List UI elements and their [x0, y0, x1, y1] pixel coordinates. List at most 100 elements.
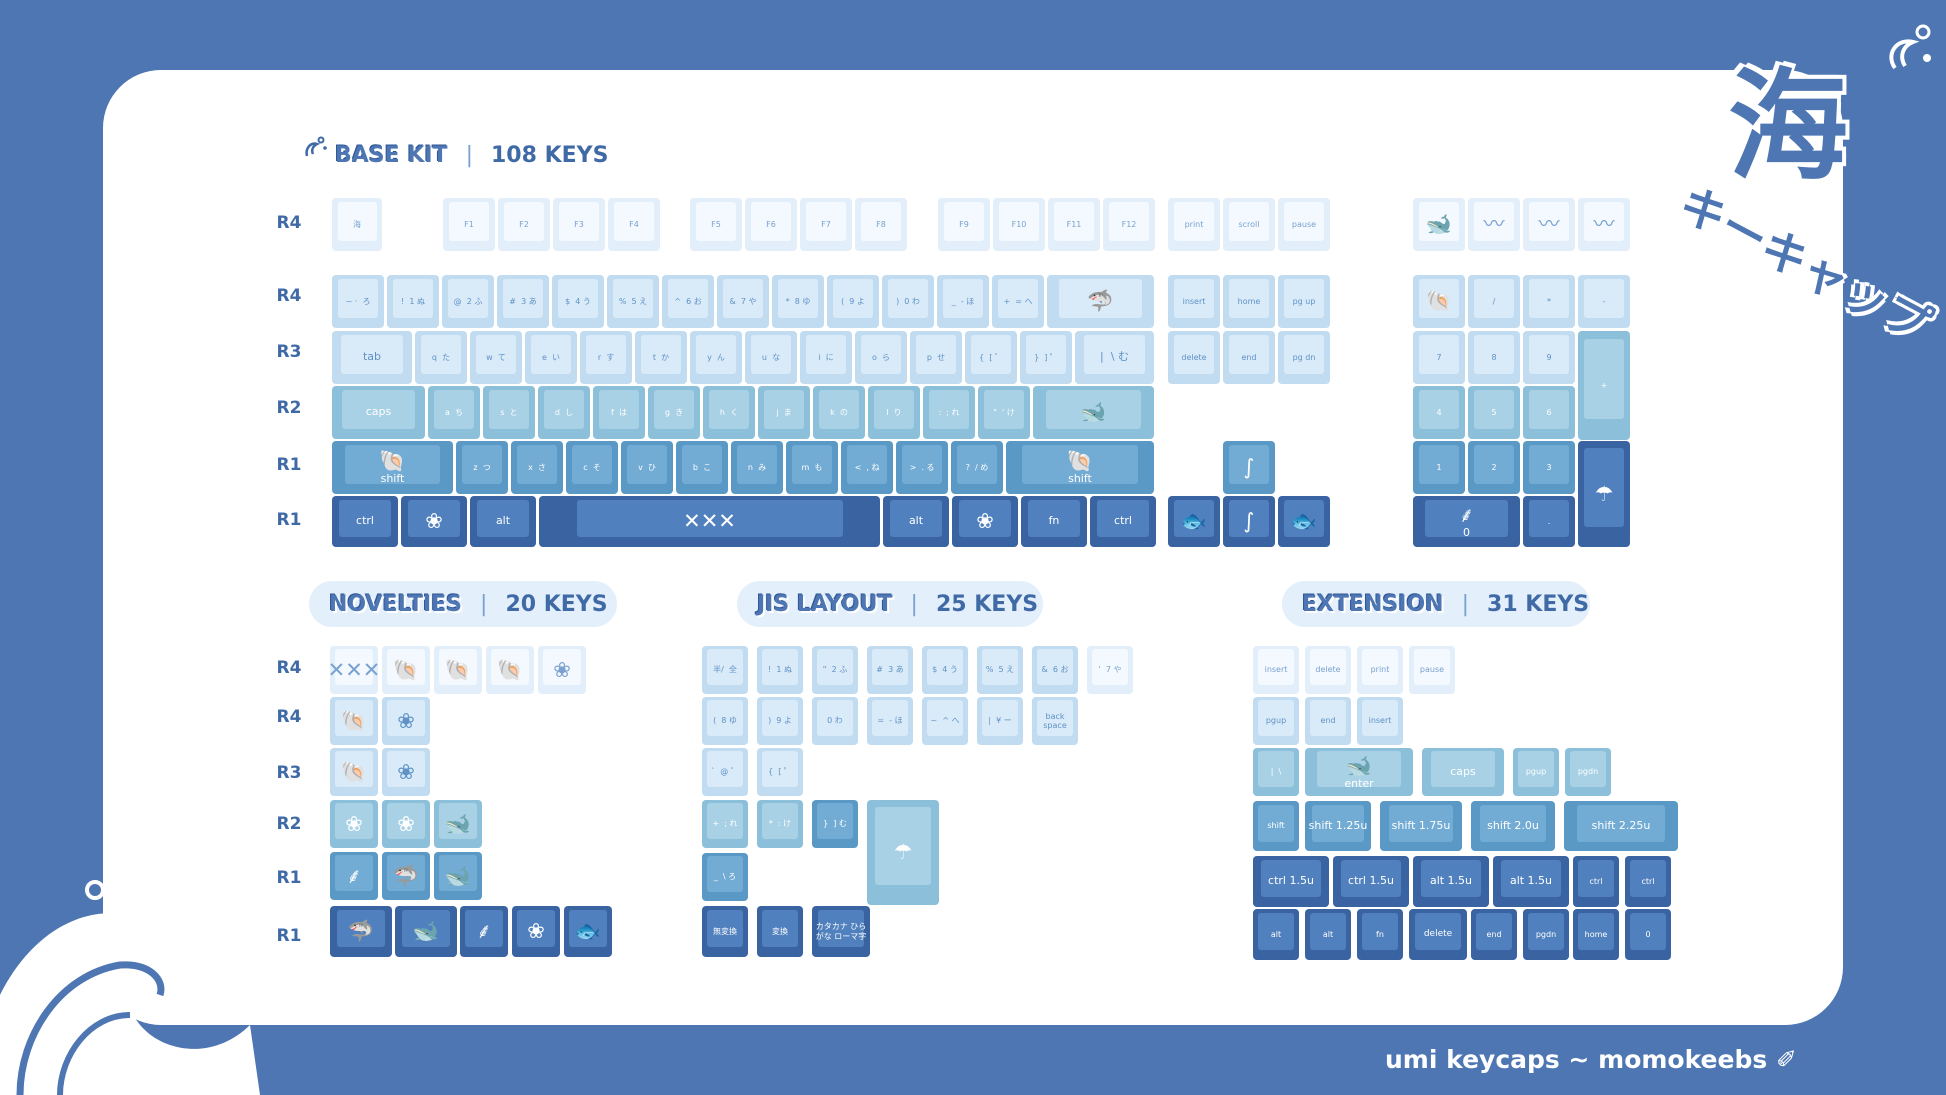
base-keycap: ^ 6 お	[662, 275, 714, 328]
base-keycap: F6	[745, 198, 797, 251]
keycap-top	[1473, 201, 1515, 241]
keycap-top	[1583, 338, 1625, 420]
base-keycap: 🦈	[1047, 275, 1154, 328]
base-keycap: t か	[635, 331, 687, 384]
keycap-top	[927, 700, 963, 736]
keycap-legend: end	[1320, 716, 1336, 726]
keycap-top	[1362, 649, 1398, 685]
keycap-top	[887, 278, 929, 318]
base-keycap: y ん	[690, 331, 742, 384]
keycap-legend: F7	[821, 219, 831, 229]
extension-keycap: shift 2.25u	[1564, 801, 1678, 851]
base-keycap: alt	[883, 496, 949, 547]
shell-icon: 🐚	[379, 449, 406, 474]
keycap-top	[707, 649, 743, 685]
keycap-top	[1431, 751, 1495, 787]
extension-keycap: 🐋 enter	[1305, 748, 1413, 796]
keycap-legend: } ] む	[823, 819, 847, 829]
keycap-legend: 0 わ	[827, 716, 843, 726]
base-keycap: } ] ゜	[1020, 331, 1072, 384]
shell-icon: 🐚	[496, 657, 524, 682]
keycap-top	[335, 700, 373, 736]
keycap-top	[1173, 278, 1215, 318]
keycap-top	[1283, 499, 1325, 538]
jis-keycap: } ] む	[812, 800, 858, 848]
keycap-legend: _ - ほ	[951, 296, 975, 306]
shell-icon: 🐚	[392, 657, 420, 682]
keycap-legend: $ 4 う	[565, 296, 591, 306]
base-keycap: 〰	[1468, 198, 1520, 251]
keycap-top	[1473, 334, 1515, 374]
base-keycap: pg dn	[1278, 331, 1330, 384]
keycap-legend: w て	[486, 352, 506, 362]
keycap-legend: + = へ	[1003, 296, 1033, 306]
keycap-top	[762, 909, 798, 948]
keycap-legend: & 6 お	[1041, 665, 1069, 675]
base-keycap: { [ ゛	[965, 331, 1017, 384]
keycap-top	[707, 751, 743, 787]
keycap-legend: 0	[1645, 929, 1651, 939]
keycap-top	[502, 278, 544, 318]
novelties-count: 20 KEYS	[505, 591, 608, 617]
keycap-legend: insert	[1368, 716, 1392, 726]
jis-keycap: ' 7 や	[1087, 646, 1133, 694]
coral-icon: ❀	[345, 811, 363, 836]
jis-keycap: _ \ ろ	[702, 853, 748, 901]
extension-keycap: shift 1.25u	[1305, 801, 1371, 851]
novelties-keycap: 🐚	[330, 748, 378, 796]
extension-keycap: ctrl 1.5u	[1253, 856, 1329, 907]
keycap-legend: # 3 あ	[876, 665, 904, 675]
keycap-legend: back space	[1043, 711, 1068, 730]
keycap-top	[1414, 649, 1450, 685]
keycap-legend: 海	[353, 219, 361, 229]
base-keycap: 〰	[1523, 198, 1575, 251]
keycap-top	[387, 803, 425, 839]
keycap-top	[1053, 201, 1095, 241]
keycap-legend: alt	[908, 514, 924, 528]
keycap-top	[1418, 334, 1460, 374]
extension-keycap: ctrl	[1625, 856, 1671, 907]
keycap-top	[543, 389, 585, 429]
keycap-top	[1037, 700, 1073, 736]
logo-kanji: 海	[1728, 58, 1848, 197]
keycap-top	[1258, 804, 1294, 842]
keycap-top	[1576, 804, 1666, 842]
keycap-top	[998, 201, 1040, 241]
whale-icon: 🐋	[1345, 753, 1373, 778]
keycap-top	[1578, 859, 1614, 898]
keycap-legend: shift	[1068, 472, 1092, 486]
base-keycap: r す	[580, 331, 632, 384]
extension-keycap: insert	[1357, 697, 1403, 745]
keycap-legend: 3	[1546, 462, 1552, 472]
keycap-top	[1046, 389, 1141, 429]
keycap-top	[943, 201, 985, 241]
keycap-legend: @ 2 ふ	[453, 296, 483, 306]
base-keycap: ⸙ 0	[1413, 496, 1520, 547]
keycap-legend: i に	[818, 352, 834, 362]
base-keycap: % 5 え	[607, 275, 659, 328]
keycap-legend: ctrl	[356, 514, 374, 528]
keycap-top	[569, 909, 607, 948]
keycap-top	[1228, 201, 1270, 241]
keycap-top	[1258, 751, 1294, 787]
whale-icon: 🐋	[444, 863, 472, 888]
novelties-separator: |	[480, 591, 488, 617]
base-keycap: c そ	[566, 441, 618, 494]
keycap-legend: h く	[719, 407, 739, 417]
shell-icon: 🐚	[444, 657, 472, 682]
keycap-top	[1228, 499, 1270, 538]
keycap-top	[1389, 804, 1453, 842]
keycap-top	[1028, 499, 1080, 538]
keycap-top	[1418, 389, 1460, 429]
keycap-top	[708, 389, 750, 429]
keycap-legend: delete	[1181, 352, 1207, 362]
keycap-legend: ctrl	[1641, 876, 1655, 886]
keycap-top	[750, 201, 792, 241]
keycap-legend: shift	[380, 472, 405, 486]
base-keycap: delete	[1168, 331, 1220, 384]
keycap-legend: 2	[1491, 462, 1497, 472]
base-keycap: insert	[1168, 275, 1220, 328]
keycap-legend: shift 1.75u	[1391, 818, 1451, 832]
base-keycap: ~ · ろ	[332, 275, 384, 328]
keycap-top	[576, 499, 843, 538]
